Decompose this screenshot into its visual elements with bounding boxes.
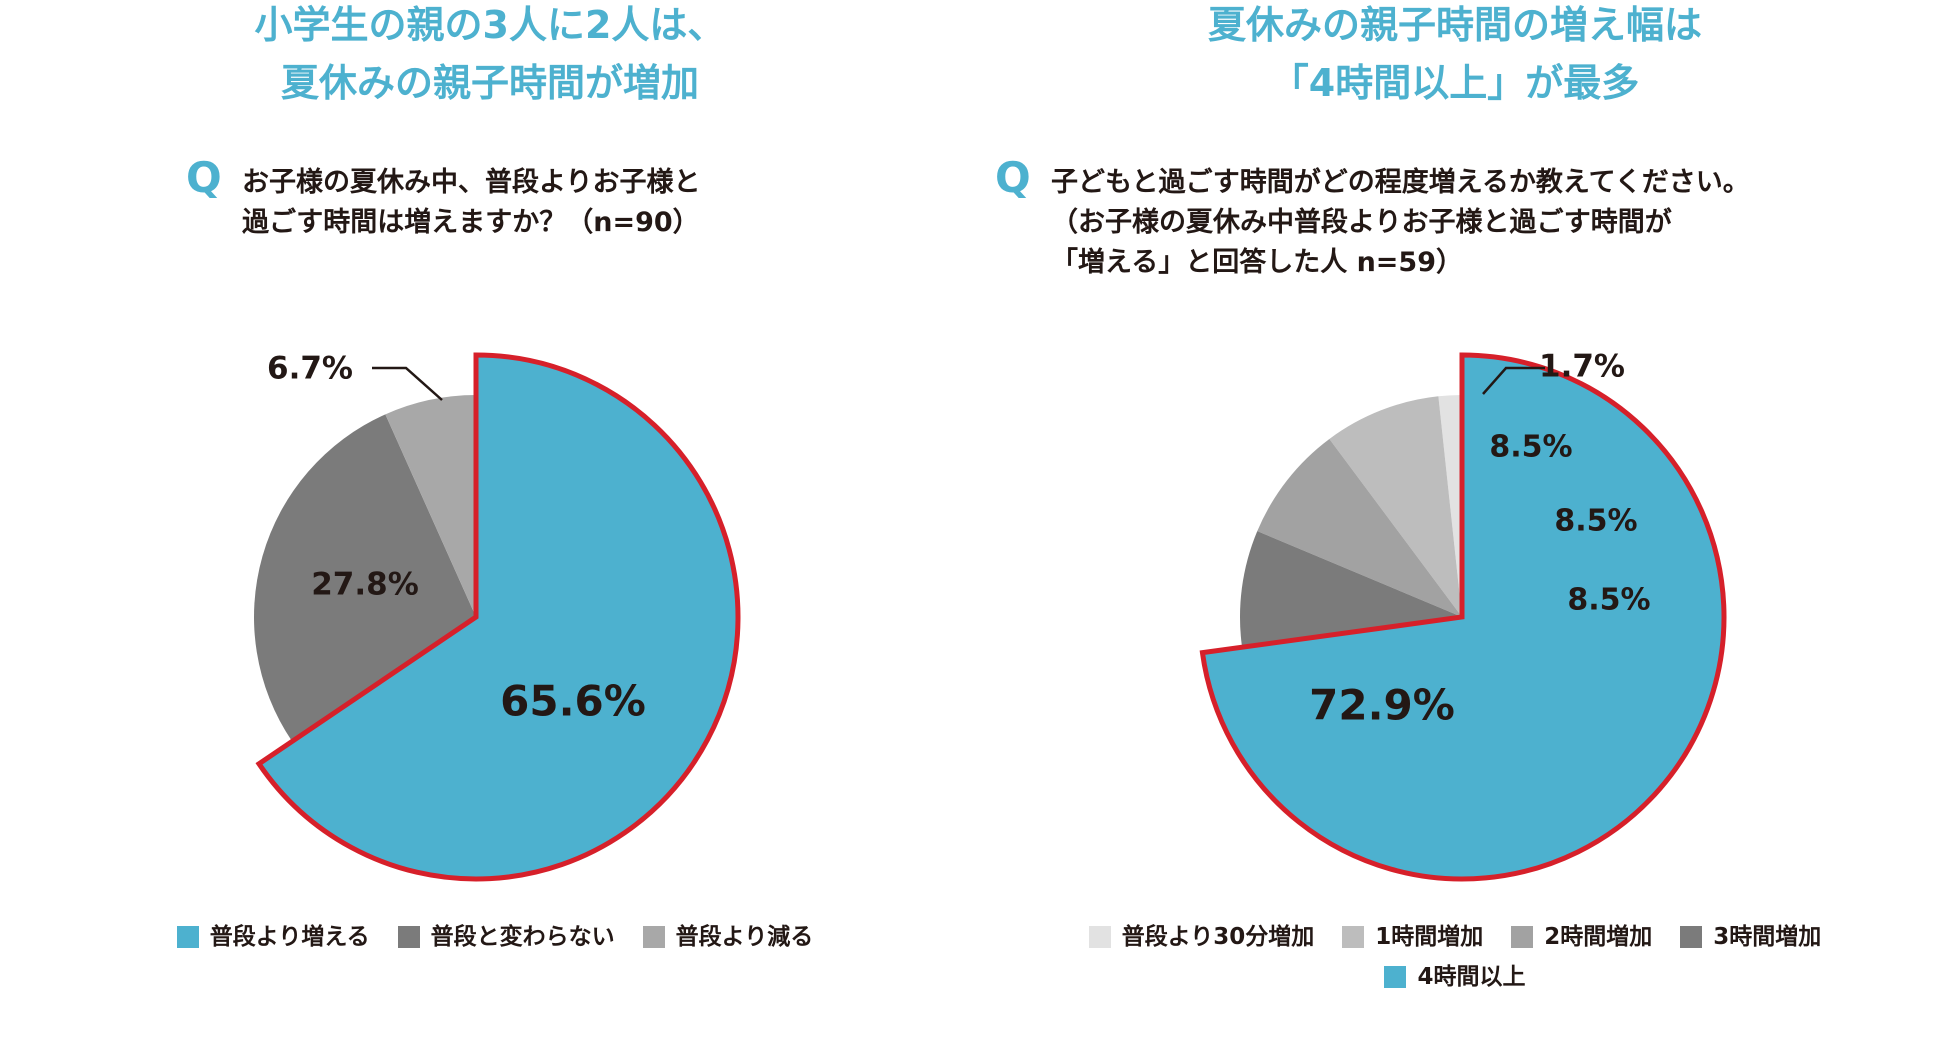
slice-value-label: 8.5%: [1489, 430, 1572, 465]
legend-item: 普段と変わらない: [397, 917, 615, 957]
pie-slice: [254, 414, 476, 742]
pie-slice: [1438, 395, 1462, 617]
pie-slice: [1240, 531, 1462, 648]
slice-value-label: 8.5%: [1567, 583, 1650, 618]
left-pie-chart: 65.6% 27.8% 6.7%: [254, 351, 741, 882]
legend-swatch: [1511, 926, 1534, 948]
slice-value-label: 1.7%: [1539, 349, 1625, 385]
left-question-text: お子様の夏休み中、普段よりお子様と 過ごす時間は増えますか？（n=90）: [242, 163, 700, 243]
pie-slice-highlighted: [1199, 352, 1727, 882]
legend-label: 普段と変わらない: [430, 924, 615, 950]
right-headline-line-1: 夏休みの親子時間の増え幅は: [1207, 3, 1702, 47]
pie-slice-highlighted: [255, 352, 741, 882]
left-question-line-2: 過ごす時間は増えますか？（n=90）: [242, 207, 700, 238]
slice-value-label: 65.6%: [500, 677, 646, 726]
legend-swatch: [397, 926, 420, 948]
legend-item: 普段より減る: [642, 917, 814, 957]
pie-slice: [1257, 438, 1462, 617]
right-question-text: 子どもと過ごす時間がどの程度増えるか教えてください。 （お子様の夏休み中普段より…: [1051, 163, 1750, 283]
legend-label: 普段より増える: [209, 924, 370, 950]
legend-swatch: [1088, 926, 1111, 948]
slice-value-label: 27.8%: [311, 567, 419, 603]
right-question-mark: Q: [995, 153, 1031, 202]
legend-swatch: [1680, 926, 1703, 948]
right-headline: 夏休みの親子時間の増え幅は 「4時間以上」が最多: [975, 0, 1935, 112]
leader-line: [1482, 366, 1545, 395]
legend-swatch: [1342, 926, 1365, 948]
legend-label: 普段より30分増加: [1121, 924, 1315, 950]
right-question-line-3: 「増える」と回答した人 n=59）: [1051, 247, 1464, 278]
legend-item: 2時間増加: [1511, 917, 1652, 957]
legend-item: 1時間増加: [1342, 917, 1483, 957]
slice-value-label: 6.7%: [267, 351, 353, 387]
left-question-line-1: お子様の夏休み中、普段よりお子様と: [242, 167, 701, 198]
slice-value-label: 8.5%: [1554, 504, 1637, 539]
legend-item: 普段より30分増加: [1088, 917, 1315, 957]
legend-label: 4時間以上: [1417, 964, 1526, 990]
left-chart-legend: 普段より増える 普段と変わらない 普段より減る: [100, 917, 890, 957]
legend-item: 4時間以上: [1384, 957, 1526, 997]
legend-label: 普段より減る: [675, 924, 814, 950]
pie-slice: [385, 395, 476, 617]
legend-label: 2時間増加: [1544, 924, 1653, 950]
right-chart-legend: 普段より30分増加 1時間増加 2時間増加 3時間増加 4時間以上: [1035, 917, 1875, 997]
leader-line: [372, 366, 443, 401]
left-question-mark: Q: [186, 153, 222, 202]
slice-value-label: 72.9%: [1309, 681, 1455, 730]
left-headline-line-1: 小学生の親の3人に2人は、: [254, 3, 726, 47]
right-chart-panel: 夏休みの親子時間の増え幅は 「4時間以上」が最多 Q 子どもと過ごす時間がどの程…: [975, 0, 1950, 1040]
legend-swatch: [1384, 966, 1407, 988]
left-headline: 小学生の親の3人に2人は、 夏休みの親子時間が増加: [60, 0, 920, 112]
right-headline-line-2: 「4時間以上」が最多: [1270, 61, 1640, 105]
legend-swatch: [176, 926, 199, 948]
legend-item: 普段より増える: [176, 917, 370, 957]
left-chart-panel: 小学生の親の3人に2人は、 夏休みの親子時間が増加 Q お子様の夏休み中、普段よ…: [60, 0, 920, 957]
right-pie-chart: 1.7% 8.5% 8.5% 8.5% 72.9%: [1199, 349, 1727, 882]
legend-item: 3時間増加: [1680, 917, 1821, 957]
pie-slice: [1329, 396, 1462, 617]
legend-label: 3時間増加: [1713, 924, 1822, 950]
left-headline-line-2: 夏休みの親子時間が増加: [280, 61, 699, 105]
legend-swatch: [642, 926, 665, 948]
right-question-line-1: 子どもと過ごす時間がどの程度増えるか教えてください。: [1051, 167, 1750, 198]
legend-label: 1時間増加: [1375, 924, 1484, 950]
right-question-line-2: （お子様の夏休み中普段よりお子様と過ごす時間が: [1051, 207, 1672, 238]
